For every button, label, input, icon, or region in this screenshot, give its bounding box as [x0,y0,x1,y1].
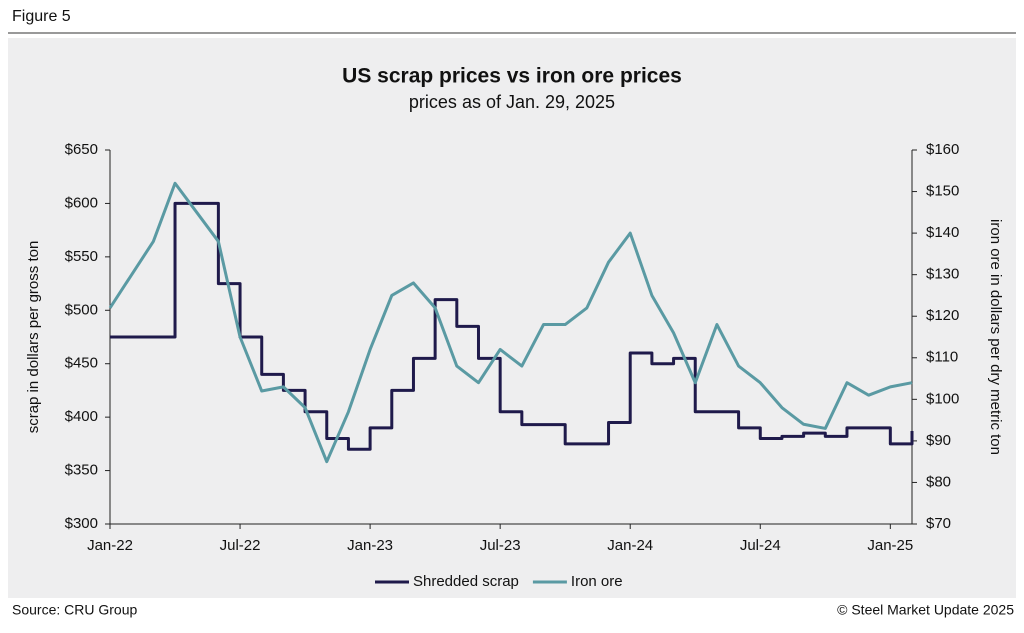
y2-tick-label: $90 [926,432,951,449]
x-tick-label: Jul-23 [480,537,521,554]
y-tick-label: $600 [65,194,98,211]
y-tick-label: $300 [65,515,98,532]
y-tick-label: $650 [65,141,98,158]
x-tick-label: Jan-22 [87,537,133,554]
source: Source: CRU Group [12,602,137,618]
y2-tick-label: $80 [926,473,951,490]
x-tick-label: Jan-23 [347,537,393,554]
y2-axis-label: iron ore in dollars per dry metric ton [987,219,1004,455]
x-tick-label: Jul-24 [740,537,781,554]
y2-tick-label: $130 [926,266,959,283]
panel [8,38,1016,598]
y-tick-label: $350 [65,462,98,479]
y2-tick-label: $160 [926,141,959,158]
y-axis-label: scrap in dollars per gross ton [25,241,42,434]
series-line [108,181,913,464]
y-tick-label: $400 [65,408,98,425]
y2-tick-label: $140 [926,224,959,241]
legend-label: Shredded scrap [413,573,519,590]
x-tick-label: Jan-24 [607,537,653,554]
y2-tick-label: $70 [926,515,951,532]
copyright: © Steel Market Update 2025 [837,602,1014,618]
y2-tick-label: $150 [926,183,959,200]
chart-title: US scrap prices vs iron ore prices [342,65,682,88]
legend-label: Iron ore [571,573,623,590]
y-tick-label: $450 [65,355,98,372]
y2-tick-label: $110 [926,349,958,366]
x-tick-label: Jan-25 [867,537,913,554]
series-line [110,201,914,451]
y2-tick-label: $120 [926,307,959,324]
x-tick-label: Jul-22 [220,537,261,554]
y-tick-label: $550 [65,248,98,265]
figure-label: Figure 5 [12,8,71,25]
y2-tick-label: $100 [926,390,959,407]
chart-subtitle: prices as of Jan. 29, 2025 [409,92,615,112]
y-tick-label: $500 [65,301,98,318]
